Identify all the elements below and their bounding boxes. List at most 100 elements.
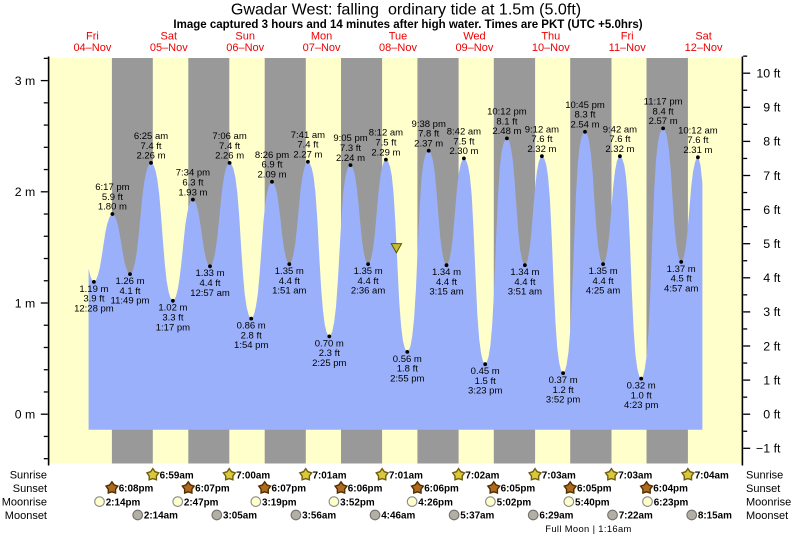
- svg-text:6.9 ft: 6.9 ft: [261, 160, 282, 171]
- svg-text:1.0 ft: 1.0 ft: [631, 390, 652, 401]
- svg-text:7:22am: 7:22am: [619, 511, 653, 522]
- svg-text:5:37am: 5:37am: [460, 511, 494, 522]
- svg-text:06–Nov: 06–Nov: [226, 42, 264, 54]
- svg-text:6:05pm: 6:05pm: [501, 484, 536, 495]
- svg-text:04–Nov: 04–Nov: [73, 42, 111, 54]
- svg-text:1.35 m: 1.35 m: [589, 266, 618, 277]
- svg-text:7.6 ft: 7.6 ft: [609, 134, 630, 145]
- svg-text:9:12 am: 9:12 am: [525, 124, 559, 135]
- svg-text:10 ft: 10 ft: [756, 67, 781, 81]
- svg-text:1.33 m: 1.33 m: [195, 268, 224, 279]
- svg-text:0.56 m: 0.56 m: [393, 354, 422, 365]
- svg-text:7.4 ft: 7.4 ft: [219, 141, 240, 152]
- svg-text:4:26pm: 4:26pm: [418, 497, 453, 508]
- svg-text:8.1 ft: 8.1 ft: [496, 116, 517, 127]
- svg-text:2.24 m: 2.24 m: [336, 153, 365, 164]
- svg-text:11:49 pm: 11:49 pm: [111, 296, 150, 307]
- svg-text:4.1 ft: 4.1 ft: [119, 286, 140, 297]
- svg-text:6:04pm: 6:04pm: [653, 484, 688, 495]
- svg-text:8:42 am: 8:42 am: [447, 127, 481, 138]
- svg-text:2.3 ft: 2.3 ft: [319, 348, 340, 359]
- svg-text:Sunset: Sunset: [746, 483, 780, 495]
- svg-text:2.09 m: 2.09 m: [257, 170, 286, 181]
- svg-text:Sun: Sun: [235, 31, 255, 43]
- svg-text:Moonset: Moonset: [746, 510, 788, 522]
- svg-text:Fri: Fri: [86, 31, 99, 43]
- svg-text:Sunrise: Sunrise: [746, 470, 783, 482]
- svg-text:7.6 ft: 7.6 ft: [687, 135, 708, 146]
- svg-text:09–Nov: 09–Nov: [455, 42, 493, 54]
- svg-text:1.19 m: 1.19 m: [79, 284, 108, 295]
- svg-text:Moonrise: Moonrise: [2, 497, 47, 509]
- svg-text:7.5 ft: 7.5 ft: [375, 138, 396, 149]
- svg-text:1.35 m: 1.35 m: [275, 266, 304, 277]
- svg-text:05–Nov: 05–Nov: [150, 42, 188, 54]
- svg-text:6:25 am: 6:25 am: [134, 131, 168, 142]
- svg-text:4:46am: 4:46am: [381, 511, 415, 522]
- svg-text:10:12 pm: 10:12 pm: [487, 107, 527, 118]
- svg-text:1 m: 1 m: [15, 296, 36, 310]
- svg-text:Sat: Sat: [161, 31, 178, 43]
- svg-text:Full Moon | 1:16am: Full Moon | 1:16am: [545, 523, 631, 534]
- svg-text:6:06pm: 6:06pm: [424, 484, 459, 495]
- svg-text:11–Nov: 11–Nov: [609, 42, 647, 54]
- svg-text:2.27 m: 2.27 m: [293, 150, 322, 161]
- svg-text:3:05am: 3:05am: [223, 511, 257, 522]
- svg-text:5 ft: 5 ft: [763, 237, 781, 251]
- svg-text:3:23 pm: 3:23 pm: [468, 386, 502, 397]
- svg-text:9 ft: 9 ft: [763, 101, 781, 115]
- svg-text:4:23 pm: 4:23 pm: [624, 400, 658, 411]
- svg-text:3.9 ft: 3.9 ft: [83, 294, 104, 305]
- svg-text:12:28 pm: 12:28 pm: [74, 303, 114, 314]
- svg-text:2:14pm: 2:14pm: [106, 497, 141, 508]
- svg-text:6:17 pm: 6:17 pm: [95, 182, 129, 193]
- svg-text:12:57 am: 12:57 am: [190, 288, 230, 299]
- svg-text:Gwadar West: falling ordinary: Gwadar West: falling ordinary tide at 1.…: [231, 1, 581, 19]
- svg-text:0 ft: 0 ft: [763, 408, 781, 422]
- svg-text:7:34 pm: 7:34 pm: [176, 168, 210, 179]
- svg-text:2.32 m: 2.32 m: [605, 144, 634, 155]
- svg-text:2.29 m: 2.29 m: [371, 147, 400, 158]
- svg-text:6.3 ft: 6.3 ft: [182, 178, 203, 189]
- svg-text:10:12 am: 10:12 am: [678, 125, 718, 136]
- svg-text:3:56am: 3:56am: [302, 511, 336, 522]
- svg-text:0.70 m: 0.70 m: [315, 338, 344, 349]
- svg-text:7.4 ft: 7.4 ft: [140, 141, 161, 152]
- svg-text:7:03am: 7:03am: [542, 471, 576, 482]
- svg-text:7.5 ft: 7.5 ft: [453, 136, 474, 147]
- svg-text:1.37 m: 1.37 m: [667, 264, 696, 275]
- svg-text:7.6 ft: 7.6 ft: [531, 134, 552, 145]
- svg-text:07–Nov: 07–Nov: [303, 42, 341, 54]
- svg-text:Tue: Tue: [389, 31, 408, 43]
- svg-text:7.8 ft: 7.8 ft: [418, 129, 439, 140]
- svg-text:8.4 ft: 8.4 ft: [653, 106, 674, 117]
- svg-text:2.48 m: 2.48 m: [492, 126, 521, 137]
- svg-text:1 ft: 1 ft: [763, 373, 781, 387]
- svg-text:6:23pm: 6:23pm: [654, 497, 689, 508]
- svg-text:7:04am: 7:04am: [695, 471, 729, 482]
- svg-text:7:41 am: 7:41 am: [291, 130, 325, 141]
- svg-text:9:05 pm: 9:05 pm: [333, 133, 367, 144]
- svg-text:2 m: 2 m: [15, 185, 36, 199]
- svg-text:1.34 m: 1.34 m: [510, 267, 539, 278]
- svg-text:4 ft: 4 ft: [763, 271, 781, 285]
- svg-text:2.37 m: 2.37 m: [414, 138, 443, 149]
- svg-text:Fri: Fri: [621, 31, 634, 43]
- svg-text:7:01am: 7:01am: [313, 471, 347, 482]
- svg-text:1:51 am: 1:51 am: [272, 286, 306, 297]
- svg-text:3 m: 3 m: [15, 74, 36, 88]
- svg-text:1.34 m: 1.34 m: [432, 267, 461, 278]
- svg-text:8:26 pm: 8:26 pm: [255, 150, 289, 161]
- svg-text:6:06pm: 6:06pm: [348, 484, 383, 495]
- svg-text:4.4 ft: 4.4 ft: [514, 277, 535, 288]
- svg-text:0.45 m: 0.45 m: [471, 366, 500, 377]
- svg-text:3:51 am: 3:51 am: [508, 287, 542, 298]
- svg-text:0.37 m: 0.37 m: [549, 375, 578, 386]
- svg-text:6:08pm: 6:08pm: [119, 484, 154, 495]
- svg-text:2:47pm: 2:47pm: [184, 497, 219, 508]
- svg-text:Thu: Thu: [541, 31, 560, 43]
- svg-text:7:01am: 7:01am: [389, 471, 423, 482]
- svg-text:4.5 ft: 4.5 ft: [671, 274, 692, 285]
- svg-text:10:45 pm: 10:45 pm: [565, 100, 605, 111]
- svg-text:2.54 m: 2.54 m: [570, 120, 599, 131]
